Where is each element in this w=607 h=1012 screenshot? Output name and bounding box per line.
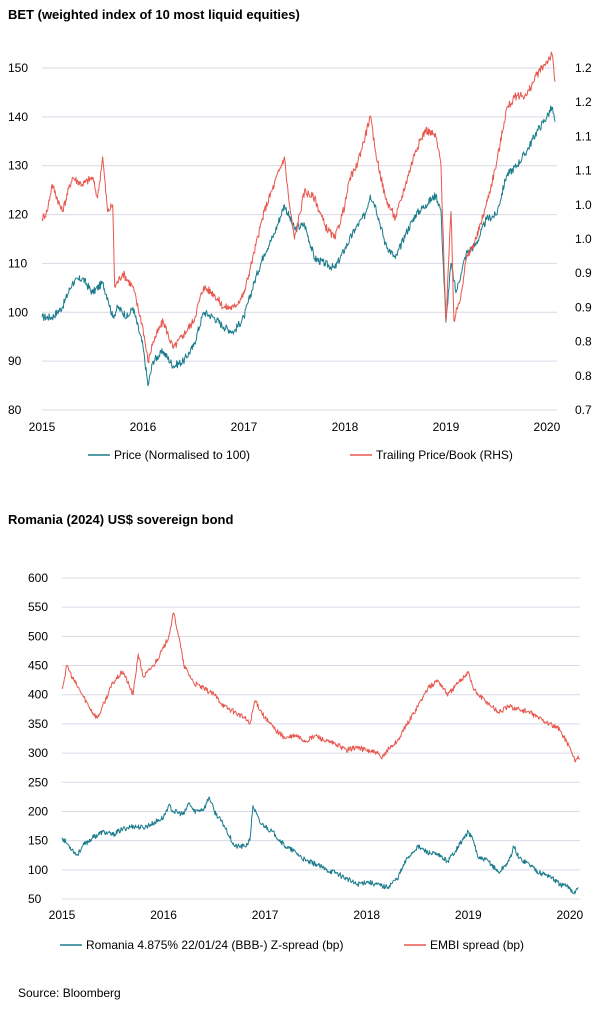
y-left-tick-label: 100 xyxy=(8,305,28,319)
legend-label-price-book: Trailing Price/Book (RHS) xyxy=(376,448,513,462)
y-right-tick-label: 1.1 xyxy=(575,129,592,143)
source-note: Source: Bloomberg xyxy=(18,986,121,1000)
y-tick-label: 100 xyxy=(28,863,48,877)
y-tick-label: 400 xyxy=(28,688,48,702)
y-left-tick-label: 140 xyxy=(8,110,28,124)
y-right-tick-label: 1.2 xyxy=(575,61,592,75)
y-right-tick-label: 1.0 xyxy=(575,198,592,212)
y-tick-label: 350 xyxy=(28,717,48,731)
legend-label-z-spread: Romania 4.875% 22/01/24 (BBB-) Z-spread … xyxy=(86,938,343,952)
x-tick-label: 2017 xyxy=(231,420,258,434)
chart1-title: BET (weighted index of 10 most liquid eq… xyxy=(8,7,300,22)
x-tick-label: 2016 xyxy=(130,420,157,434)
x-tick-label: 2016 xyxy=(150,908,177,922)
series-line-z-spread xyxy=(61,796,579,895)
y-tick-label: 600 xyxy=(28,571,48,585)
y-right-tick-label: 0.7 xyxy=(575,403,592,417)
x-tick-label: 2017 xyxy=(252,908,279,922)
y-right-tick-label: 0.8 xyxy=(575,369,592,383)
y-tick-label: 300 xyxy=(28,746,48,760)
x-tick-label: 2019 xyxy=(433,420,460,434)
chart1-svg: 80 90 100 110 120 130 140 150 0.7 0.8 0.8 0.9 0.9 1.0… xyxy=(8,51,592,462)
y-tick-label: 150 xyxy=(28,834,48,848)
y-tick-label: 250 xyxy=(28,775,48,789)
legend-label-price: Price (Normalised to 100) xyxy=(114,448,250,462)
x-tick-label: 2018 xyxy=(353,908,380,922)
y-left-tick-label: 150 xyxy=(8,61,28,75)
y-right-tick-label: 0.9 xyxy=(575,300,592,314)
legend-label-embi-spread: EMBI spread (bp) xyxy=(430,938,524,952)
x-tick-label: 2020 xyxy=(534,420,561,434)
y-tick-label: 50 xyxy=(28,892,42,906)
y-right-tick-label: 1.0 xyxy=(575,232,592,246)
x-tick-label: 2020 xyxy=(556,908,583,922)
x-tick-label: 2018 xyxy=(332,420,359,434)
x-tick-label: 2015 xyxy=(29,420,56,434)
chart2-title: Romania (2024) US$ sovereign bond xyxy=(8,512,234,527)
y-tick-label: 500 xyxy=(28,629,48,643)
y-left-tick-label: 120 xyxy=(8,208,28,222)
series-line-embi-spread xyxy=(61,612,581,763)
y-left-tick-label: 130 xyxy=(8,159,28,173)
y-right-tick-label: 1.1 xyxy=(575,164,592,178)
series-line-price-book xyxy=(41,51,556,364)
y-right-tick-label: 1.2 xyxy=(575,95,592,109)
y-tick-label: 550 xyxy=(28,600,48,614)
y-right-tick-label: 0.8 xyxy=(575,335,592,349)
y-right-tick-label: 0.9 xyxy=(575,266,592,280)
y-left-tick-label: 110 xyxy=(8,256,27,270)
y-tick-label: 450 xyxy=(28,659,48,673)
y-tick-label: 200 xyxy=(28,804,48,818)
y-left-tick-label: 90 xyxy=(8,354,22,368)
x-tick-label: 2019 xyxy=(455,908,482,922)
y-left-tick-label: 80 xyxy=(8,403,22,417)
x-tick-label: 2015 xyxy=(49,908,76,922)
